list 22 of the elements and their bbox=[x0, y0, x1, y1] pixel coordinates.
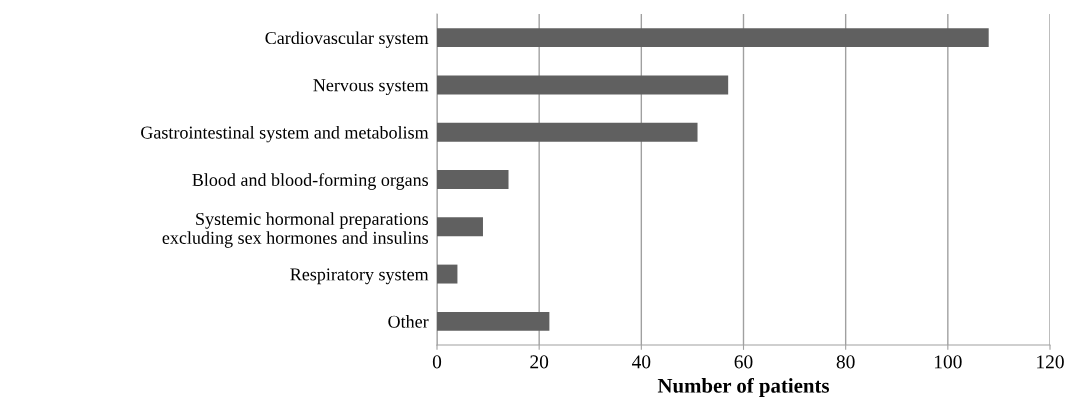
bar bbox=[437, 122, 698, 142]
bar bbox=[437, 75, 729, 95]
x-tick-label: 20 bbox=[530, 355, 549, 369]
x-tick-label: 0 bbox=[432, 355, 442, 369]
x-tick-label: 60 bbox=[734, 355, 753, 369]
bar bbox=[437, 311, 550, 331]
x-tick-label: 40 bbox=[631, 355, 651, 369]
y-tick-label: Other bbox=[388, 315, 429, 328]
y-tick-label: Systemic hormonal preparations excluding sex hormones and insulins bbox=[162, 212, 429, 248]
bar bbox=[437, 264, 458, 284]
y-tick-label: Nervous system bbox=[313, 79, 429, 96]
y-tick-label: Cardiovascular system bbox=[265, 31, 429, 48]
bar bbox=[437, 28, 989, 48]
x-tick-label: 80 bbox=[836, 355, 855, 369]
x-axis-title: Number of patients bbox=[657, 377, 830, 398]
y-tick-label: Gastrointestinal system and metabolism bbox=[141, 125, 429, 143]
y-tick-label: Respiratory system bbox=[290, 268, 429, 285]
x-tick-label: 100 bbox=[934, 355, 962, 369]
bar bbox=[437, 170, 509, 189]
x-tick-label: 120 bbox=[1037, 355, 1064, 369]
y-tick-label: Blood and blood-forming organs bbox=[192, 173, 429, 190]
bar bbox=[437, 217, 483, 237]
